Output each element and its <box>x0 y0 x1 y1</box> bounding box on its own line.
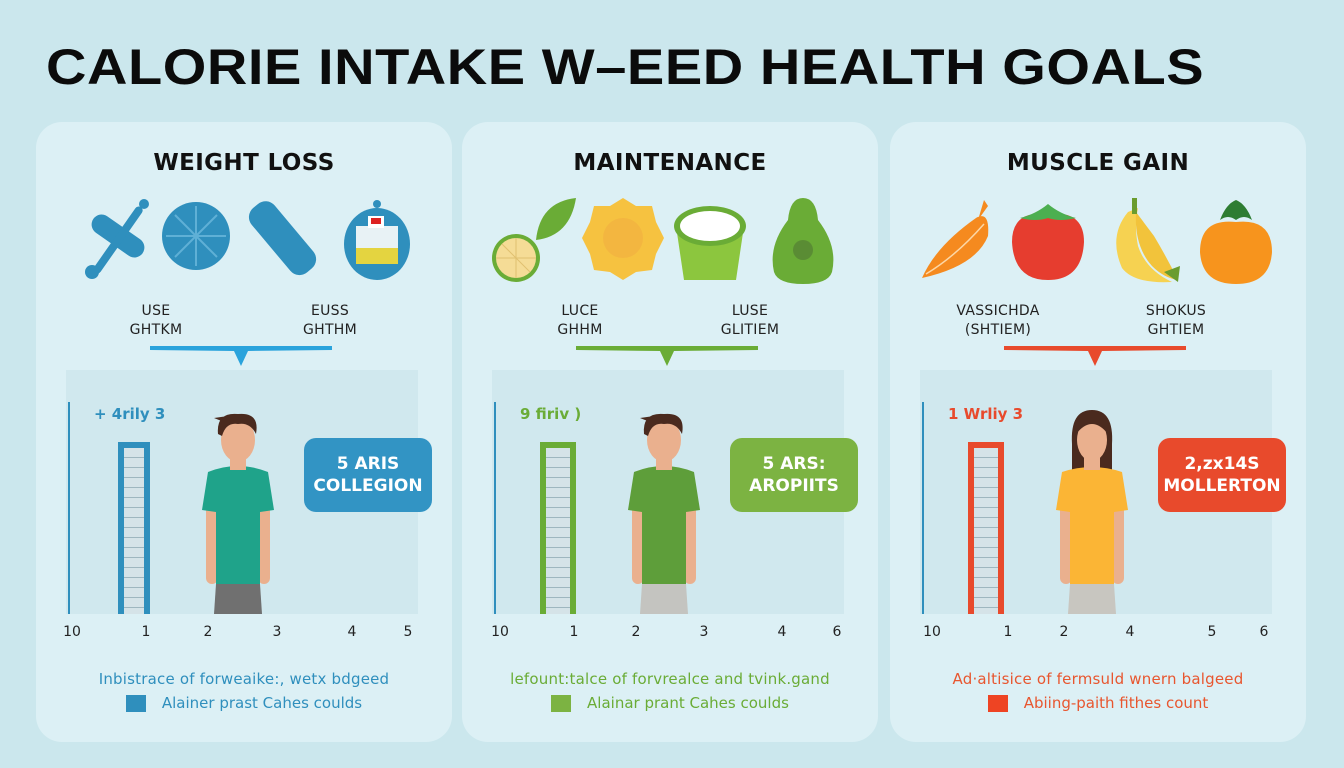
y-axis <box>494 402 496 614</box>
food-label: LUSE GLITIEM <box>720 303 780 338</box>
person-figure <box>628 413 700 614</box>
x-axis-ticks: 10 1 2 4 5 6 <box>920 622 1272 644</box>
footnote: Ad·altisice of fermsuld wnern balgeed <box>952 670 1244 688</box>
bone-icon <box>85 199 149 279</box>
pineapple-slice-icon <box>582 198 664 280</box>
tick: 5 <box>403 624 413 640</box>
footnote: lefount:talce of forvrealce and tvink.ga… <box>510 670 830 688</box>
bar-label: 9 firiv ) <box>520 405 582 423</box>
panel-maintenance: MAINTENANCE LUCE GHHM LUSE GLITIEM 9 fi <box>462 122 878 742</box>
tick: 1 <box>569 624 579 640</box>
panel-weight-loss: WEIGHT LOSS USE GHTKM <box>36 122 452 742</box>
tick: 6 <box>1259 624 1269 640</box>
legend-swatch <box>987 694 1008 712</box>
legend: Alainer prast Cahes coulds <box>36 694 452 712</box>
bar-label: 1 Wrliy 3 <box>948 405 1024 423</box>
calorie-bar <box>540 442 576 614</box>
panel-title: MAINTENANCE <box>573 150 767 176</box>
tick: 4 <box>777 624 787 640</box>
panel-muscle-gain: MUSCLE GAIN VASSICHDA (SHTIEM) SHOKUS GH… <box>890 122 1306 742</box>
legend-label: Alainer prast Cahes coulds <box>161 694 363 712</box>
legend: Abiing-paith fithes count <box>890 694 1306 712</box>
tick: 10 <box>491 624 509 640</box>
legend-swatch <box>125 694 146 712</box>
y-axis <box>68 402 70 614</box>
panel-title: MUSCLE GAIN <box>1006 150 1190 176</box>
tick: 1 <box>1003 624 1013 640</box>
pear-icon <box>772 198 834 284</box>
food-label: VASSICHDA (SHTIEM) <box>956 303 1040 338</box>
carrot-icon <box>922 200 989 278</box>
footnote: Inbistrace of forweaike:, wetx bdgeed <box>98 670 390 688</box>
tick: 10 <box>923 624 941 640</box>
person-figure <box>1056 410 1128 614</box>
tick: 2 <box>203 624 213 640</box>
food-label-bag-icon <box>344 200 410 280</box>
legend-label: Alainar prant Cahes coulds <box>587 694 789 712</box>
legend-label: Abiing-paith fithes count <box>1023 694 1209 712</box>
calorie-badge: 2,zx14S MOLLERTON <box>1158 438 1286 512</box>
tick: 10 <box>63 624 81 640</box>
coconut-cup-icon <box>674 206 746 280</box>
fan-disc-icon <box>162 202 230 270</box>
tick: 3 <box>272 624 282 640</box>
food-label: EUSS GHTHM <box>302 303 358 338</box>
food-label: USE GHTKM <box>129 303 183 338</box>
tomato-icon <box>1012 204 1084 280</box>
tick: 2 <box>1059 624 1069 640</box>
tick: 6 <box>832 624 842 640</box>
tick: 1 <box>141 624 151 640</box>
food-label: LUCE GHHM <box>557 303 603 338</box>
page-title: CALORIE INTAKE W–EED HEALTH GOALS <box>46 39 1205 95</box>
y-axis <box>922 402 924 614</box>
food-label: SHOKUS GHTIEM <box>1145 303 1207 338</box>
legend-swatch <box>551 694 572 712</box>
orange-pumpkin-icon <box>1200 200 1272 284</box>
x-axis-ticks: 10 1 2 3 4 5 <box>63 622 418 644</box>
banana-icon <box>1116 198 1180 283</box>
tick: 3 <box>699 624 709 640</box>
legend: Alainar prant Cahes coulds <box>462 694 878 712</box>
calorie-bar <box>118 442 150 614</box>
calorie-bar <box>968 442 1004 614</box>
calorie-badge: 5 ARIS COLLEGION <box>304 438 432 512</box>
bandage-icon <box>248 201 317 276</box>
panel-title: WEIGHT LOSS <box>153 150 335 176</box>
bar-label: + 4rily 3 <box>94 405 166 423</box>
x-axis-ticks: 10 1 2 3 4 6 <box>491 622 844 644</box>
calorie-badge: 5 ARS: AROPIITS <box>730 438 858 512</box>
tick: 2 <box>631 624 641 640</box>
tick: 4 <box>347 624 357 640</box>
tick: 5 <box>1207 624 1217 640</box>
person-figure <box>202 413 274 614</box>
tick: 4 <box>1125 624 1135 640</box>
lime-leaf-icon <box>492 198 576 282</box>
